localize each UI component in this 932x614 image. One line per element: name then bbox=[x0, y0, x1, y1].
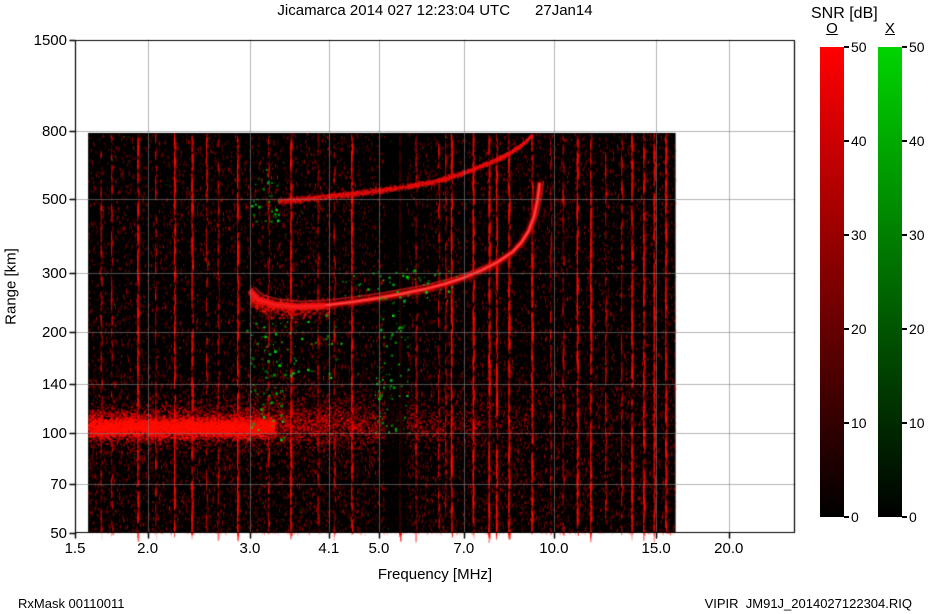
y-tick-label: 50 bbox=[50, 525, 67, 542]
x-tick-label: 3.0 bbox=[239, 540, 261, 557]
colorbar-tick bbox=[902, 422, 907, 424]
y-tick-label: 140 bbox=[41, 375, 67, 393]
y-tick-label: 200 bbox=[41, 324, 67, 342]
colorbar-tick-label: 0 bbox=[851, 509, 859, 525]
x-tick-label: 15.0 bbox=[641, 540, 671, 557]
y-tick-label: 70 bbox=[50, 476, 67, 494]
colorbar-tick bbox=[844, 140, 849, 142]
colorbar-tick-label: 10 bbox=[909, 415, 925, 431]
colorbar-tick bbox=[902, 140, 907, 142]
y-tick-label: 800 bbox=[41, 123, 67, 141]
x-tick-label: 1.5 bbox=[64, 540, 86, 557]
rxmask-status: RxMask 00110011 bbox=[18, 596, 125, 611]
colorbar-tick bbox=[902, 516, 907, 518]
data-file-name: VIPIR JM91J_2014027122304.RIQ bbox=[704, 596, 912, 611]
o-mode-label: O bbox=[826, 20, 838, 37]
colorbar-tick-label: 30 bbox=[909, 227, 925, 243]
colorbar-tick-label: 30 bbox=[851, 227, 867, 243]
x-tick-label: 4.1 bbox=[318, 540, 340, 557]
colorbar-tick bbox=[844, 234, 849, 236]
colorbar-tick bbox=[902, 328, 907, 330]
colorbar-tick-label: 50 bbox=[909, 39, 925, 55]
x-tick-label: 10.0 bbox=[539, 540, 569, 557]
x-tick-label: 5.0 bbox=[368, 540, 390, 557]
colorbar-tick bbox=[844, 422, 849, 424]
colorbar-tick bbox=[844, 516, 849, 518]
chart-title: Jicamarca 2014 027 12:23:04 UTC 27Jan14 bbox=[277, 2, 593, 19]
y-tick-label: 100 bbox=[41, 424, 67, 442]
colorbar-tick bbox=[844, 46, 849, 48]
x-tick-label: 20.0 bbox=[714, 540, 744, 557]
x-tick-label: 7.0 bbox=[453, 540, 475, 557]
colorbar-tick bbox=[902, 234, 907, 236]
colorbar-tick-label: 20 bbox=[909, 321, 925, 337]
colorbar-tick bbox=[844, 328, 849, 330]
y-tick-label: 500 bbox=[41, 191, 67, 209]
y-tick-label: 300 bbox=[41, 265, 67, 283]
y-tick-label: 1500 bbox=[33, 32, 67, 49]
colorbar-tick-label: 10 bbox=[851, 415, 867, 431]
colorbar-tick-label: 20 bbox=[851, 321, 867, 337]
colorbar-tick bbox=[902, 46, 907, 48]
colorbar-tick-label: 0 bbox=[909, 509, 917, 525]
colorbar-title: SNR [dB] bbox=[811, 5, 878, 22]
colorbar-o-gradient bbox=[820, 47, 844, 517]
colorbar-tick-label: 40 bbox=[851, 133, 867, 149]
x-tick-label: 2.0 bbox=[137, 540, 159, 557]
colorbar-o-mode: O 0 10 20 30 40 50 bbox=[820, 20, 867, 525]
x-mode-label: X bbox=[884, 20, 895, 37]
colorbar-tick-label: 50 bbox=[851, 39, 867, 55]
colorbar-x-gradient bbox=[878, 47, 902, 517]
colorbar-tick-label: 40 bbox=[909, 133, 925, 149]
x-axis-label: Frequency [MHz] bbox=[377, 566, 493, 583]
colorbar-x-mode: X 0 10 20 30 40 50 bbox=[878, 20, 925, 525]
